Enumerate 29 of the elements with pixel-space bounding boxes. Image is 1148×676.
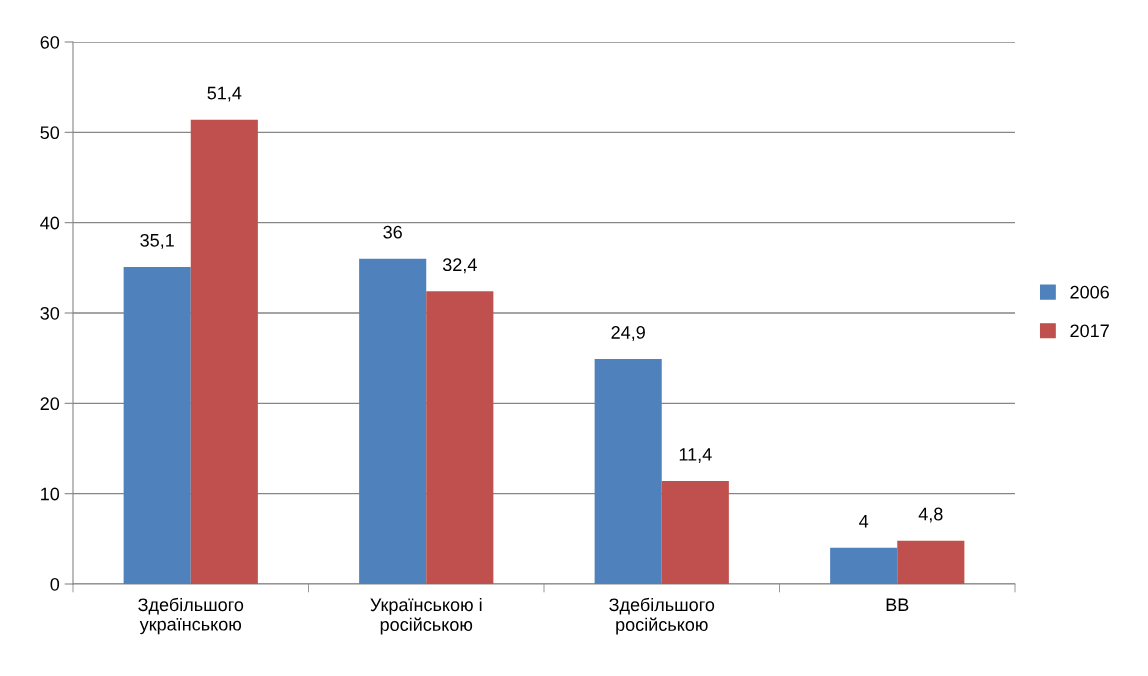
y-tick-label: 20 [40,397,60,411]
data-label: 4 [859,515,869,528]
data-label: 51,4 [207,86,242,102]
bar [123,266,191,584]
bar [594,359,662,584]
x-tick-label: Здебільшого російською [609,597,715,635]
y-tick-label: 50 [40,126,60,140]
data-label: 35,1 [140,233,174,249]
bar [830,547,898,584]
x-tick-label: Здебільшого українською [138,597,244,635]
legend-label: 2017 [1070,324,1109,338]
x-tick-label: ВВ [886,598,909,611]
y-tick-label: 0 [50,577,60,591]
y-tick-label: 30 [40,306,60,320]
bar [897,540,965,584]
x-tick-label: Українською і російською [370,597,482,635]
data-label: 24,9 [611,326,645,341]
data-label: 11,4 [679,448,712,463]
bar [661,481,729,584]
y-tick-label: 40 [40,216,60,230]
data-label: 4,8 [918,507,943,523]
data-label: 32,4 [442,258,477,274]
bar [359,258,427,584]
y-tick-label: 60 [40,35,60,49]
y-tick-label: 10 [41,487,60,501]
data-label: 36 [383,225,402,239]
bar [426,291,494,584]
legend-label: 2006 [1070,285,1109,299]
bar [190,119,258,584]
